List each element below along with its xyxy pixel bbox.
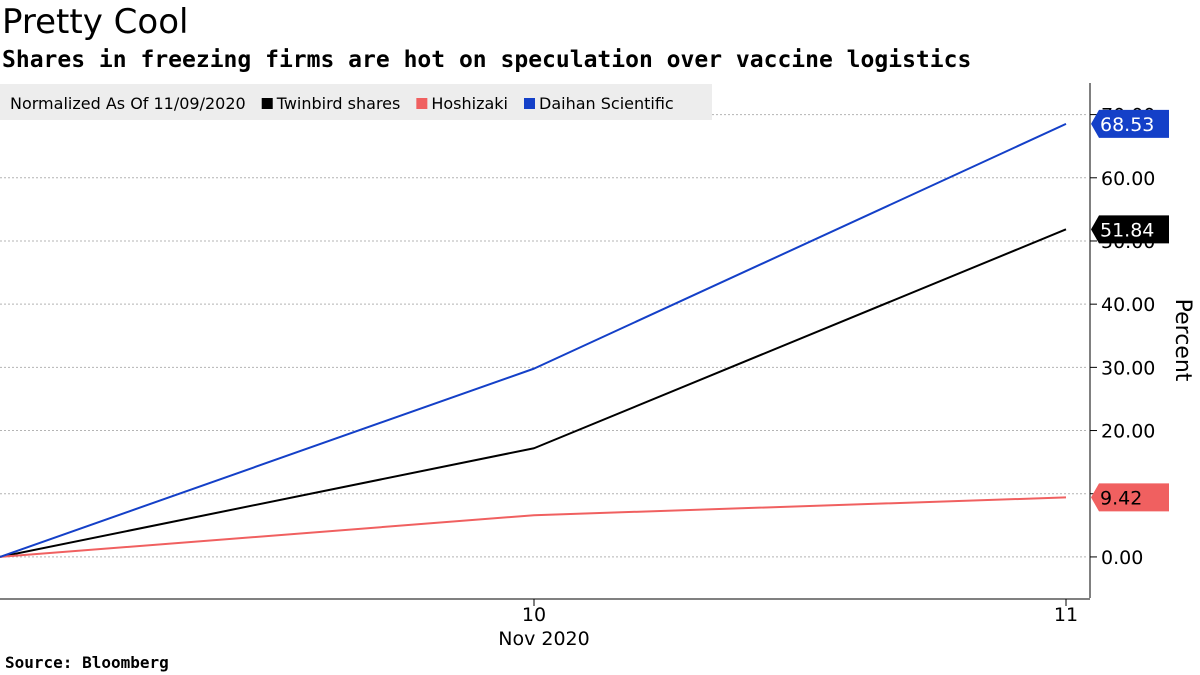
source-note: Source: Bloomberg (5, 653, 169, 672)
y-tick-label: 0.00 (1101, 547, 1143, 569)
chart-title: Pretty Cool (2, 2, 189, 42)
end-value-tag (1091, 109, 1169, 138)
y-tick-label: 60.00 (1101, 168, 1155, 190)
chart-subtitle: Shares in freezing firms are hot on spec… (2, 47, 972, 73)
y-tick-label: 20.00 (1101, 421, 1155, 443)
x-tick-label: 11 (1054, 604, 1078, 626)
gridlines (0, 114, 1088, 558)
x-tick-label: 10 (522, 604, 546, 626)
series-lines (0, 122, 1067, 558)
axes: 0.0010.0020.0030.0040.0050.0060.0070.00P… (0, 83, 1195, 650)
legend-swatch (524, 98, 535, 109)
x-axis-sub-label: Nov 2020 (498, 628, 589, 650)
legend-background (0, 84, 712, 120)
end-value-tag (1091, 483, 1169, 512)
end-value-label: 51.84 (1100, 219, 1154, 241)
legend: Normalized As Of 11/09/2020 Twinbird shar… (0, 84, 712, 120)
y-tick-label: 30.00 (1101, 357, 1155, 379)
end-value-tag (1091, 215, 1169, 244)
series-line-hoshizaki (0, 496, 1067, 558)
end-value-label: 9.42 (1100, 487, 1142, 509)
legend-entry: Hoshizaki (431, 94, 508, 113)
end-value-labels: 51.84 9.42 68.53 (1091, 109, 1169, 512)
legend-swatch (416, 98, 428, 109)
legend-entry: Daihan Scientific (539, 94, 674, 113)
y-tick-label: 40.00 (1101, 294, 1155, 316)
legend-swatch (261, 98, 273, 109)
y-axis-title: Percent (1170, 299, 1195, 382)
end-value-label: 68.53 (1100, 114, 1154, 136)
legend-note: Normalized As Of 11/09/2020 (10, 94, 246, 113)
series-line-daihan-scientific (0, 122, 1067, 558)
legend-entry: Twinbird shares (276, 94, 401, 113)
series-line-twinbird-shares (0, 228, 1067, 558)
